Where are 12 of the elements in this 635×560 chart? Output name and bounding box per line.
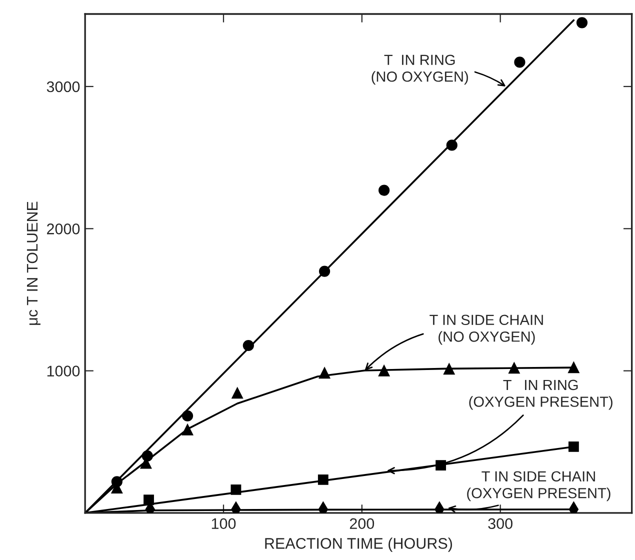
annotation: T IN RING (NO OXYGEN) [372, 54, 468, 85]
x-tick-label: 300 [488, 518, 512, 530]
y-tick-label: 1000 [47, 366, 80, 376]
annotation: T IN SIDE CHAIN (OXYGEN PRESENT) [467, 471, 610, 502]
y-tick-label: 2000 [47, 224, 80, 234]
x-tick-label: 100 [212, 518, 236, 530]
x-tick-label: 200 [350, 518, 374, 530]
annotation: T IN RING (OXYGEN PRESENT) [469, 380, 612, 410]
x-axis-title: REACTION TIME (HOURS) [265, 538, 452, 552]
y-tick-label: 3000 [46, 81, 80, 92]
y-axis-title: μc T IN TOLUENE [26, 202, 40, 325]
annotation: T IN SIDE CHAIN (NO OXYGEN) [430, 314, 543, 345]
